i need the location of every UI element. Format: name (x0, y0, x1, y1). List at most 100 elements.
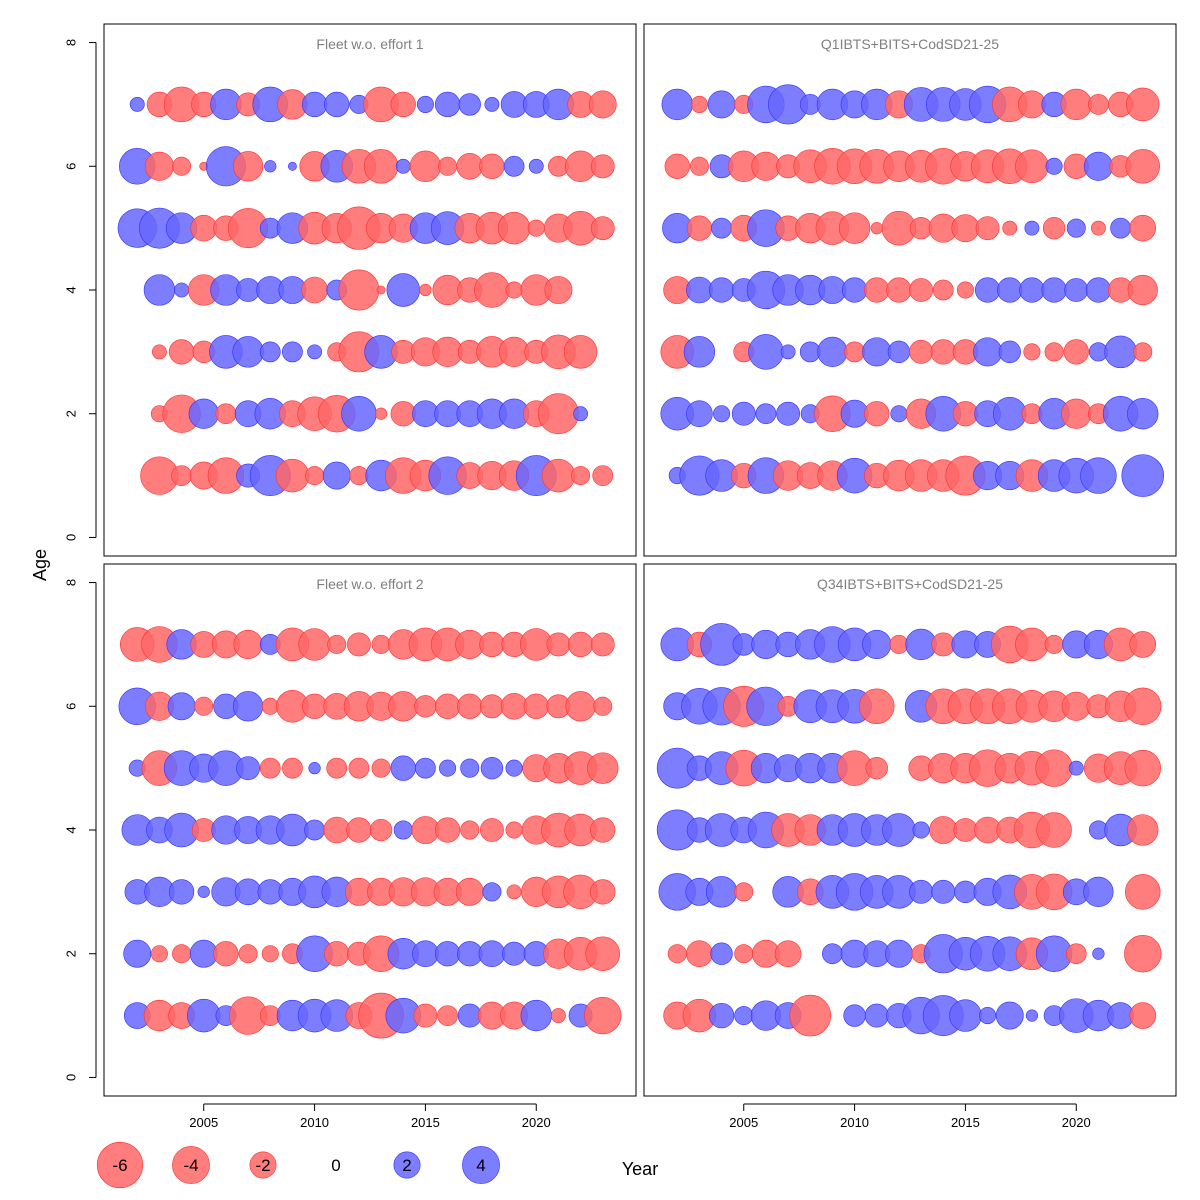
residual-bubble (711, 217, 732, 239)
residual-bubble (587, 752, 619, 784)
y-axis: 0 2 4 6 8 (63, 579, 97, 1081)
residual-bubble (707, 90, 736, 119)
residual-bubble (563, 335, 598, 369)
residual-bubble (232, 151, 264, 182)
residual-bubble (664, 153, 690, 179)
residual-bubble (457, 693, 483, 719)
residual-bubble (376, 285, 386, 295)
residual-bubble (686, 276, 713, 304)
x-tick-label: 2010 (840, 1115, 869, 1130)
residual-bubble (236, 756, 261, 781)
residual-bubble (479, 631, 505, 658)
residual-bubble (870, 222, 883, 235)
legend-bubble (172, 1146, 210, 1184)
residual-bubble (456, 152, 484, 180)
residual-bubble (686, 215, 713, 241)
residual-bubble (550, 1008, 566, 1024)
residual-bubble (503, 155, 525, 177)
legend-label: 0 (331, 1156, 340, 1175)
residual-bubble (1127, 274, 1158, 306)
residual-bubble (844, 341, 865, 363)
panel-title: Fleet w.o. effort 1 (316, 36, 423, 52)
residual-bubble (567, 631, 594, 658)
residual-bubble (956, 281, 974, 299)
residual-bubble (520, 999, 552, 1032)
x-tick-label: 2015 (951, 1115, 980, 1130)
residual-bubble (748, 334, 784, 370)
residual-bubble (571, 466, 591, 486)
residual-bubble (931, 632, 956, 657)
panel-title: Fleet w.o. effort 2 (316, 576, 423, 592)
y-tick-label: 8 (63, 39, 78, 46)
y-tick-label: 8 (63, 579, 78, 586)
x-tick-label: 2015 (411, 1115, 440, 1130)
residual-bubble (437, 1005, 458, 1026)
panel-1: Fleet w.o. effort 1 (103, 23, 637, 557)
residual-bubble (434, 941, 461, 967)
residual-bubble (439, 759, 457, 777)
residual-bubble (1045, 157, 1063, 175)
y-tick-label: 2 (63, 410, 78, 417)
residual-bubble (374, 407, 388, 420)
residual-bubble (1015, 627, 1049, 662)
residual-bubble (215, 403, 237, 425)
residual-bubble (301, 693, 328, 719)
residual-bubble (213, 941, 239, 967)
residual-bubble (197, 885, 210, 898)
residual-bubble (544, 276, 573, 304)
residual-bubble (1068, 760, 1084, 776)
residual-bubble (734, 944, 754, 964)
residual-bubble (497, 211, 531, 245)
residual-bubble (590, 879, 616, 905)
residual-bubble (952, 401, 979, 427)
residual-bubble (1129, 1002, 1157, 1029)
residual-bubble (434, 693, 461, 719)
legend-label: -4 (183, 1156, 198, 1175)
residual-bubble (689, 156, 709, 176)
residual-bubble (1061, 691, 1091, 721)
residual-bubble (457, 1003, 482, 1028)
residual-bubble (275, 458, 310, 493)
residual-bubble (975, 216, 1000, 241)
residual-bubble (457, 941, 483, 967)
panel-2: Q1IBTS+BITS+CodSD21-25 (643, 23, 1177, 557)
residual-bubble (734, 882, 754, 902)
residual-bubble (862, 629, 892, 659)
residual-bubble (732, 633, 755, 656)
residual-bubble (232, 691, 264, 722)
residual-bubble (233, 629, 263, 659)
residual-bubble (1083, 151, 1113, 181)
residual-bubble (301, 91, 328, 118)
residual-bubble (168, 339, 195, 365)
residual-bubble (708, 1002, 735, 1029)
legend-bubble (249, 1151, 277, 1179)
residual-bubble (393, 820, 413, 840)
residual-bubble (371, 634, 391, 654)
y-tick-label: 0 (63, 534, 78, 541)
residual-bubble (395, 158, 411, 174)
residual-bubble (1042, 216, 1066, 240)
residual-bubble (774, 940, 802, 968)
residual-bubble (1063, 339, 1089, 365)
residual-bubble (282, 757, 303, 779)
residual-bubble (1064, 278, 1089, 302)
x-tick-label: 2020 (522, 1115, 551, 1130)
panel-4: Q34IBTS+BITS+CodSD21-25 (643, 563, 1177, 1097)
residual-bubble (236, 278, 261, 302)
residual-bubble (1025, 1009, 1039, 1022)
residual-bubble (1124, 749, 1161, 787)
residual-bubble (1121, 454, 1165, 497)
panel-frame (103, 23, 637, 557)
residual-bubble (187, 998, 221, 1033)
residual-bubble (371, 758, 391, 778)
x-tick-label: 2005 (729, 1115, 758, 1130)
residual-bubble (478, 940, 506, 968)
residual-bubble (298, 628, 331, 661)
legend-label: 4 (476, 1156, 485, 1175)
residual-bubble (1041, 277, 1067, 303)
residual-bubble (683, 336, 716, 368)
residual-bubble (482, 882, 502, 902)
residual-bubble (995, 1001, 1024, 1030)
residual-bubble (151, 344, 167, 360)
residual-bubble (889, 634, 909, 654)
